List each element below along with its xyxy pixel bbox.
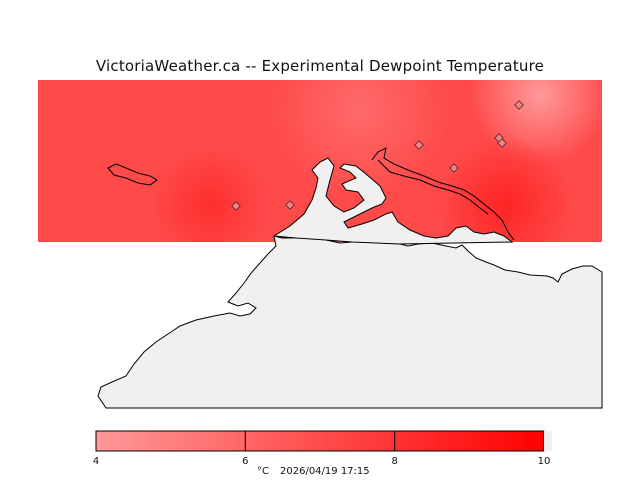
station-marker[interactable] (449, 163, 459, 173)
station-marker[interactable] (285, 200, 295, 210)
station-marker[interactable] (514, 100, 524, 110)
land-saanich (272, 157, 514, 245)
legend-timestamp: 2026/04/19 17:15 (280, 466, 370, 477)
station-markers (231, 100, 524, 211)
legend-unit: °C (257, 466, 269, 477)
station-marker[interactable] (231, 201, 241, 211)
legend-tick-6: 6 (242, 456, 248, 467)
inlet-channel (371, 147, 515, 241)
color-legend: 4 6 8 10 °C 2026/04/19 17:15 (93, 430, 552, 477)
station-marker[interactable] (414, 140, 424, 150)
land-south (97, 235, 603, 409)
station-marker[interactable] (497, 138, 507, 148)
legend-gradient-bar (95, 430, 545, 452)
legend-tick-4: 4 (93, 456, 99, 467)
legend-tick-10: 10 (538, 456, 551, 467)
map-title: VictoriaWeather.ca -- Experimental Dewpo… (95, 57, 545, 75)
legend-tick-8: 8 (392, 456, 398, 467)
island-west (107, 163, 158, 186)
